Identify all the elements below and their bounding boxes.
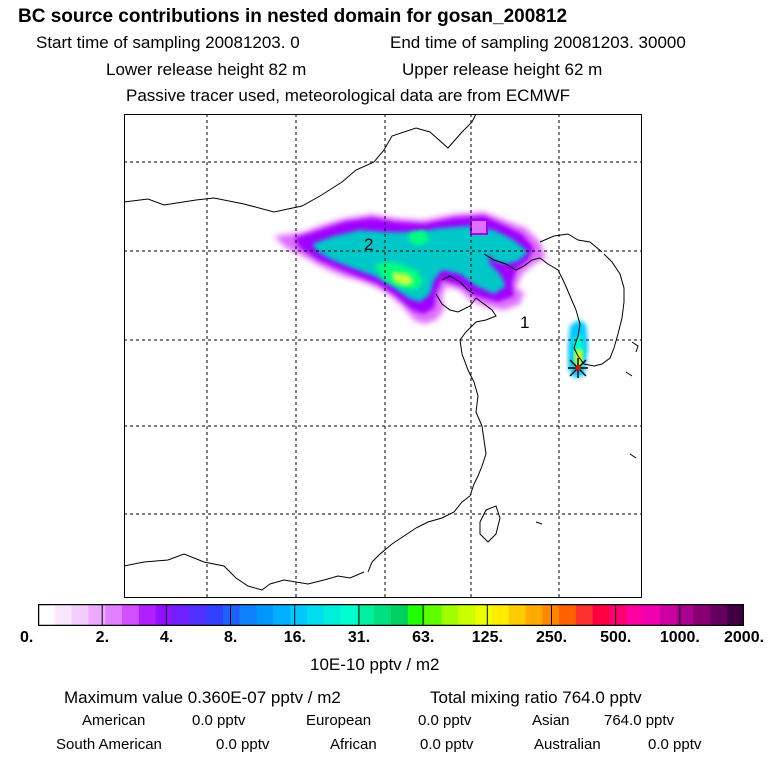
figure-title: BC source contributions in nested domain… — [18, 6, 568, 27]
release-height-line: Lower release height 82 m Upper release … — [106, 60, 602, 80]
colorbar-tick-label: 31. — [347, 629, 371, 646]
colorbar-swatch — [122, 604, 140, 626]
colorbar-tick-label: 500. — [600, 629, 632, 646]
colorbar-swatch — [475, 604, 493, 626]
trajectory-marker-2: 2 — [364, 235, 373, 254]
colorbar-tick-label: 1000. — [659, 629, 700, 646]
region-value: 0.0 pptv — [418, 712, 472, 729]
colorbar-swatch — [206, 604, 224, 626]
colorbar-swatch — [559, 604, 577, 626]
colorbar-swatch — [189, 604, 207, 626]
colorbar-swatch — [491, 604, 510, 626]
maximum-value: Maximum value 0.360E-07 pptv / m2 — [64, 688, 341, 707]
colorbar-swatch — [172, 604, 190, 626]
colorbar-swatch — [643, 604, 661, 626]
korea-coastline — [539, 253, 625, 367]
colorbar-swatch — [306, 604, 325, 626]
colorbar-swatch — [424, 604, 442, 626]
region-name: Asian — [532, 712, 570, 729]
region-name: American — [82, 712, 146, 729]
colorbar-tick-label: 16. — [283, 629, 306, 646]
colorbar-swatch — [710, 604, 728, 626]
receptor-star-icon — [568, 358, 588, 378]
colorbar-swatch — [659, 604, 678, 626]
colorbar-swatch — [727, 604, 744, 626]
colorbar-swatch — [222, 604, 241, 626]
colorbar-tick-label: 4. — [159, 629, 174, 646]
colorbar-swatch — [105, 604, 123, 626]
region-name: South American — [56, 736, 162, 753]
colorbar-swatch — [374, 604, 392, 626]
colorbar-tick-label: 8. — [224, 629, 238, 646]
region-name: Australian — [534, 736, 601, 753]
map-panel: 2 1 — [124, 114, 642, 598]
upper-release-label: Upper release height 62 m — [402, 60, 603, 79]
colorbar-swatch — [88, 604, 106, 626]
colorbar-tick-label: 250. — [535, 629, 568, 646]
colorbar-swatch — [340, 604, 358, 626]
colorbar-swatch — [626, 604, 644, 626]
colorbar-tick-label: 125. — [471, 629, 503, 646]
japan-islands — [535, 341, 639, 525]
colorbar-swatch — [508, 604, 526, 626]
colorbar-swatch — [676, 604, 695, 626]
region-value: 0.0 pptv — [648, 736, 702, 753]
region-name: African — [330, 736, 377, 753]
colorbar — [38, 604, 744, 626]
taiwan-island — [479, 505, 501, 543]
colorbar-swatch — [323, 604, 342, 626]
colorbar-swatch — [391, 604, 409, 626]
plume-contours — [274, 212, 588, 378]
bohai-coast — [435, 275, 477, 313]
colorbar-tick-label: 0. — [20, 629, 34, 646]
liaodong-coast — [483, 253, 541, 271]
colorbar-swatch — [38, 604, 56, 626]
plume-box — [470, 219, 488, 235]
colorbar-swatch — [273, 604, 291, 626]
plume-cyan — [312, 226, 528, 302]
colorbar-swatch — [458, 604, 476, 626]
colorbar-tick-label: 2. — [95, 629, 110, 646]
colorbar-swatch — [609, 604, 627, 626]
trajectory-marker-1: 1 — [520, 313, 529, 332]
region-value: 0.0 pptv — [420, 736, 474, 753]
plume-yellow-peak — [392, 272, 414, 286]
sw-border — [124, 553, 365, 591]
coastlines — [124, 114, 639, 591]
colorbar-swatch — [239, 604, 258, 626]
colorbar-swatch — [693, 604, 711, 626]
colorbar-swatch — [138, 604, 157, 626]
colorbar-swatch — [575, 604, 594, 626]
summary-line: Maximum value 0.360E-07 pptv / m2 Total … — [64, 688, 642, 708]
total-mixing-ratio: Total mixing ratio 764.0 pptv — [430, 688, 642, 707]
colorbar-tick-label: 2000. — [724, 629, 765, 646]
colorbar-swatch — [441, 604, 459, 626]
colorbar-tick-label: 63. — [412, 629, 435, 646]
region-value: 0.0 pptv — [192, 712, 246, 729]
colorbar-swatch — [407, 604, 426, 626]
colorbar-swatch — [542, 604, 560, 626]
end-time-label: End time of sampling 20081203. 30000 — [390, 33, 686, 52]
plume-green-spot — [408, 230, 430, 246]
colorbar-units: 10E-10 pptv / m2 — [310, 655, 440, 674]
colorbar-swatch — [71, 604, 89, 626]
region-value: 0.0 pptv — [216, 736, 270, 753]
colorbar-swatch — [54, 604, 73, 626]
region-value: 764.0 pptv — [604, 712, 675, 729]
border-line-north — [124, 114, 477, 213]
start-time-label: Start time of sampling 20081203. 0 — [36, 33, 300, 52]
lat-lon-grid — [124, 114, 642, 598]
colorbar-swatch — [256, 604, 274, 626]
colorbar-swatch — [525, 604, 543, 626]
border-line-northeast — [539, 233, 603, 253]
lower-release-label: Lower release height 82 m — [106, 60, 307, 79]
tracer-info: Passive tracer used, meteorological data… — [126, 86, 571, 105]
region-name: European — [306, 712, 372, 729]
colorbar-swatch — [290, 604, 308, 626]
sampling-time-line: Start time of sampling 20081203. 0 End t… — [36, 33, 686, 53]
china-coastline — [367, 297, 497, 573]
colorbar-swatch — [357, 604, 375, 626]
colorbar-swatch — [592, 604, 611, 626]
colorbar-swatch — [155, 604, 173, 626]
